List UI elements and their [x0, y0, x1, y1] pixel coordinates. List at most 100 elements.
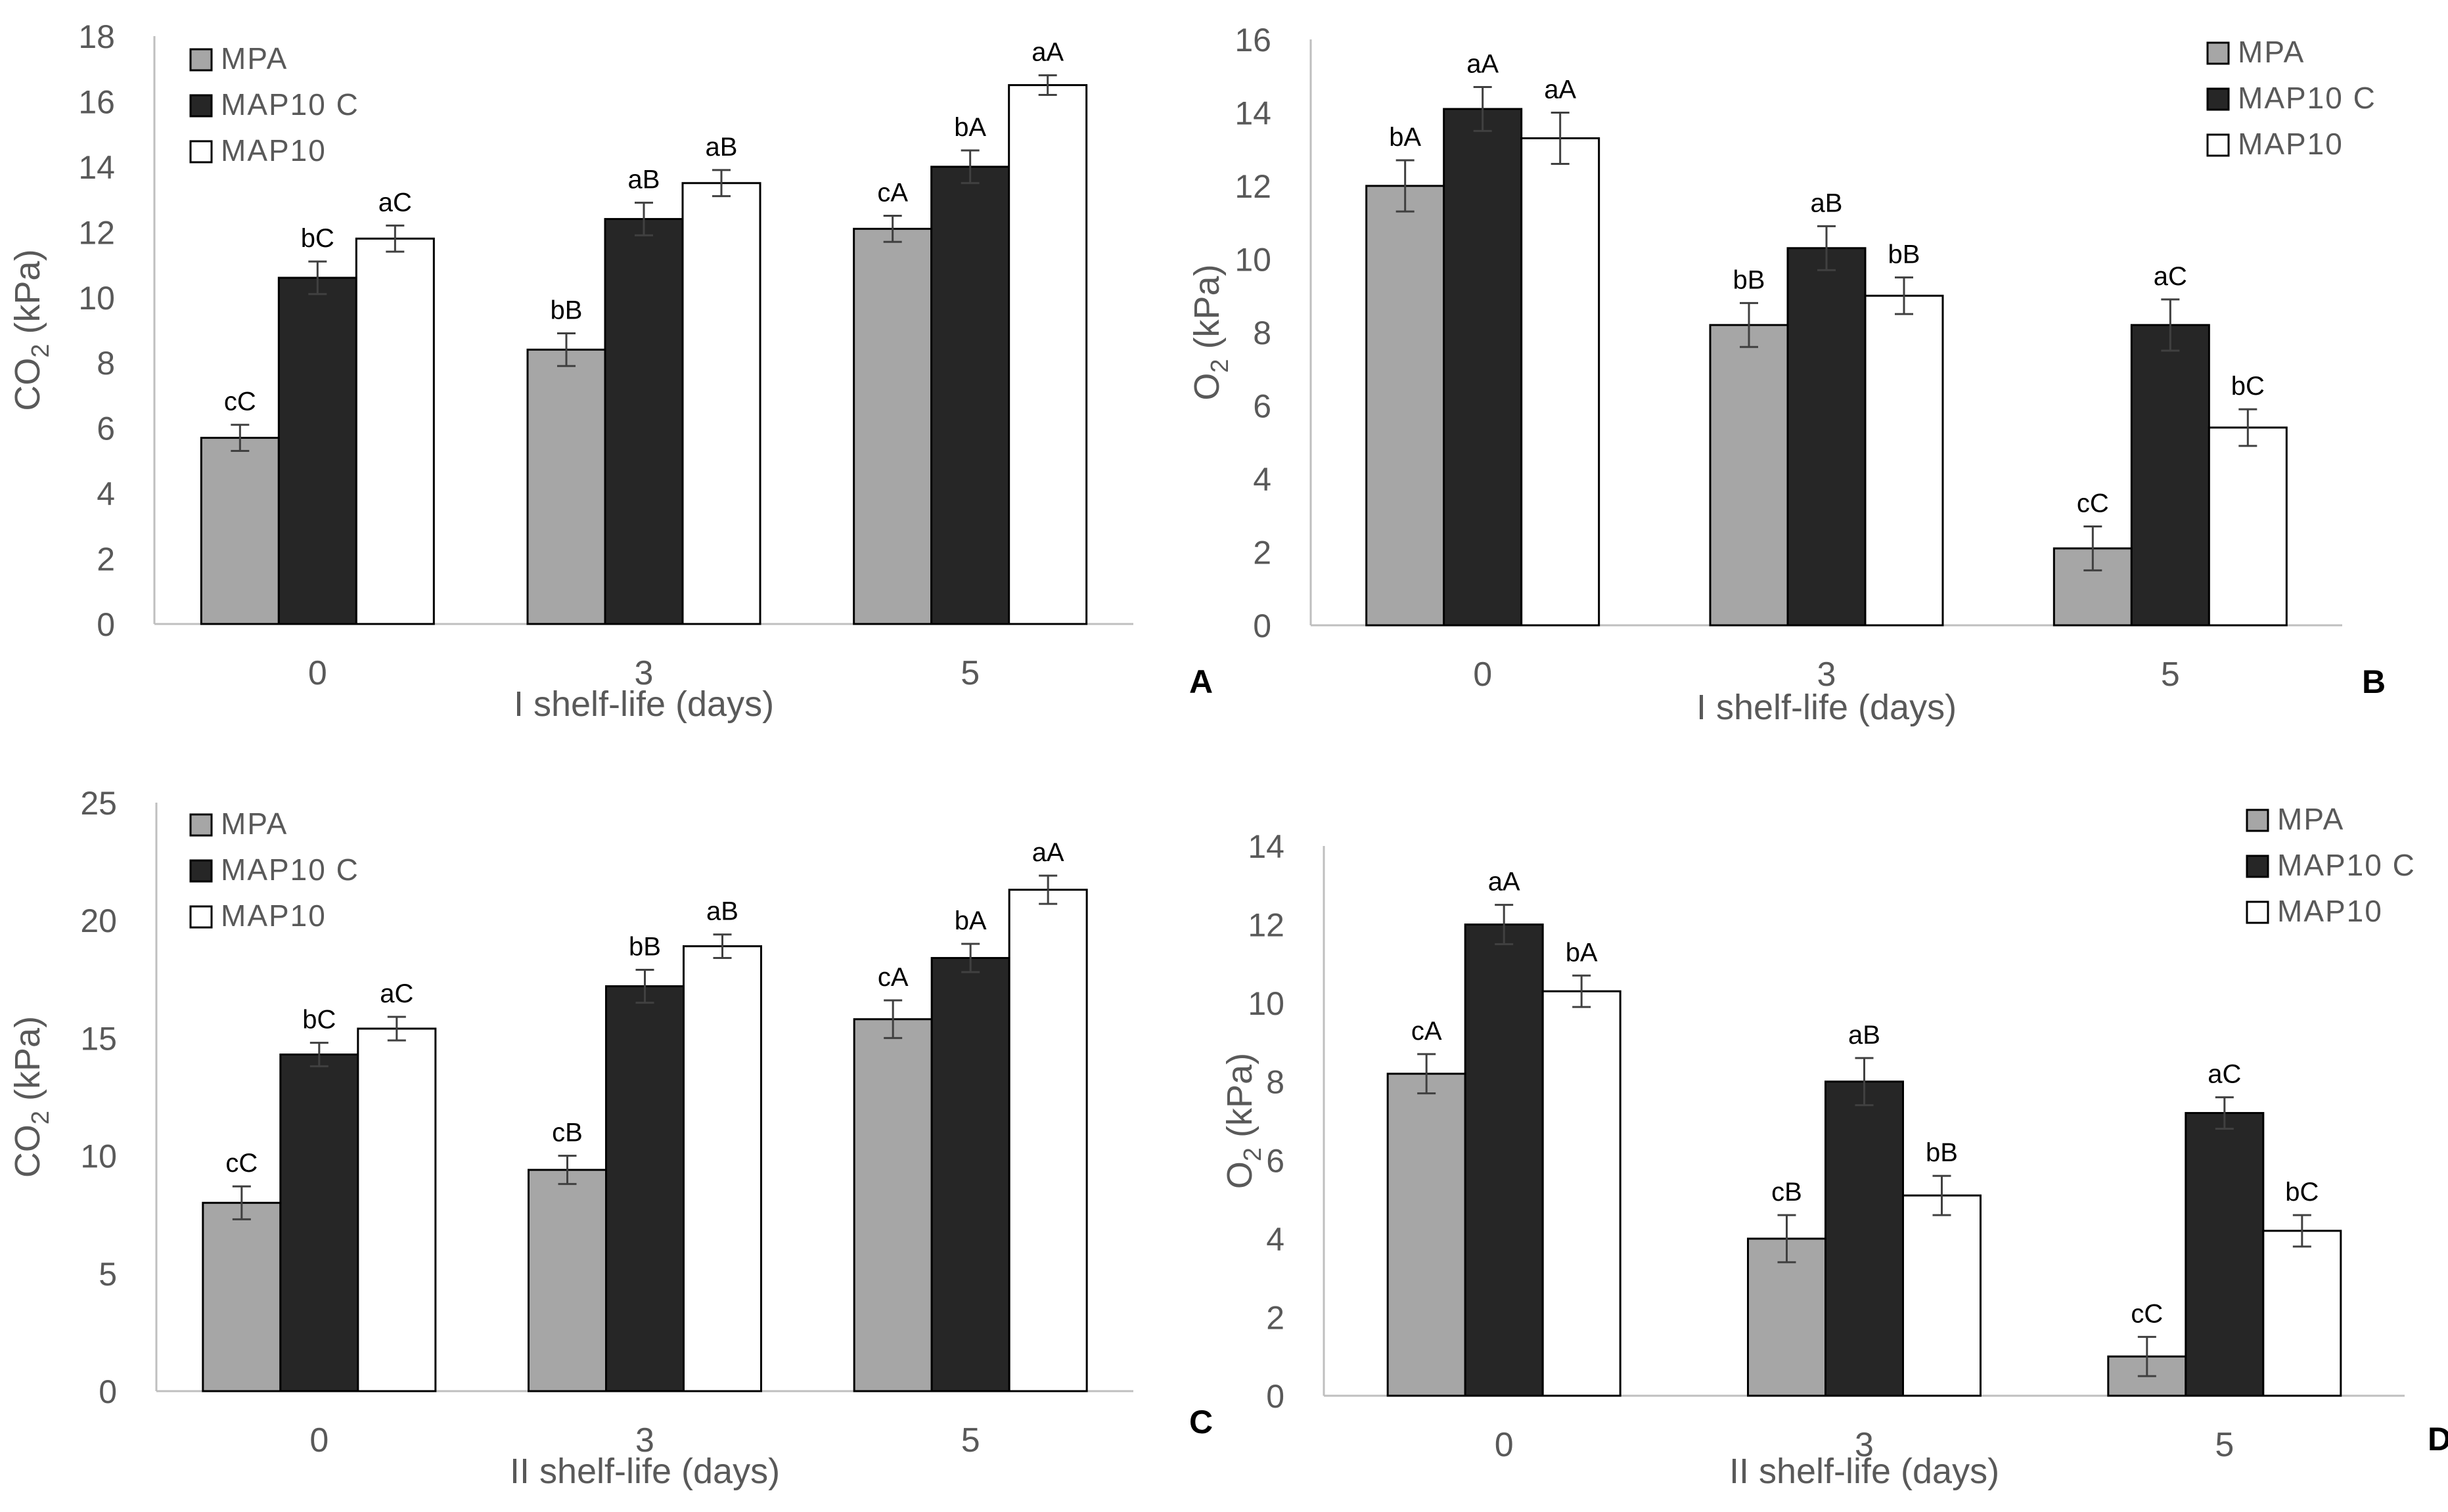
bar-map10-day-5	[1008, 84, 1088, 625]
x-axis-title: I shelf-life (days)	[514, 684, 774, 724]
y-axis-title-unit: (kPa)	[1187, 264, 1227, 359]
data-label: bB	[551, 296, 583, 324]
bar-map10-c-day-3	[1786, 247, 1867, 627]
y-tick-label: 4	[1253, 461, 1271, 498]
bar-map10-c-day-5	[930, 166, 1010, 625]
data-label: bC	[301, 224, 334, 253]
legend-swatch-mpa	[2246, 809, 2269, 832]
panel-letter: A	[1189, 663, 1213, 700]
legend-swatch-mpa	[189, 813, 213, 837]
panel-letter: B	[2362, 663, 2386, 700]
bar-map10-day-5	[2208, 426, 2288, 627]
data-label: aB	[628, 166, 660, 194]
legend-label: MPA	[2277, 802, 2344, 836]
x-tick-label: 5	[961, 654, 980, 692]
data-label: bB	[1926, 1138, 1958, 1167]
data-label: bC	[302, 1006, 336, 1034]
bar-map10-day-0	[1520, 137, 1600, 627]
bar-mpa-day-0	[1386, 1073, 1466, 1397]
data-label: aC	[380, 979, 413, 1008]
legend-label: MPA	[2238, 35, 2305, 69]
chart-panel-d: 0 2 4 6 8 10 12 14 cA aA bA 0 cB aB bB 3 cC aC bC 5 II shelf…	[1220, 802, 2448, 1491]
data-label: bC	[2231, 372, 2265, 401]
bar-map10-day-3	[681, 182, 761, 625]
y-tick-label: 0	[1253, 608, 1271, 644]
data-label: aA	[1466, 49, 1499, 78]
x-tick-label: 5	[2161, 656, 2180, 694]
legend-swatch-map10	[189, 905, 213, 929]
y-axis-title-subscript: 2	[1239, 1147, 1267, 1161]
y-axis-title-unit: (kPa)	[1220, 1053, 1259, 1147]
legend-swatch-mpa	[189, 48, 213, 72]
legend-label: MAP10	[2277, 894, 2383, 928]
data-label: bA	[1566, 938, 1598, 967]
panel-letter: D	[2428, 1421, 2448, 1457]
bar-map10-day-3	[1902, 1194, 1982, 1397]
legend: MPA MAP10 C MAP10	[189, 807, 358, 933]
x-tick-label: 5	[961, 1421, 980, 1459]
legend-label: MAP10	[221, 899, 327, 933]
data-label: aC	[2154, 262, 2187, 291]
y-tick-label: 14	[1248, 828, 1284, 865]
legend-swatch-map10-c	[189, 94, 213, 118]
chart-panel-c: 0 5 10 15 20 25 cC bC aC 0 cB bB aB 3 cA bA aA 5 II shelf-…	[8, 785, 1213, 1491]
legend-label: MAP10 C	[2277, 848, 2416, 882]
y-axis-title-subscript: 2	[1206, 359, 1234, 372]
x-tick-label: 3	[1855, 1426, 1874, 1464]
y-tick-label: 8	[1253, 315, 1271, 351]
y-tick-label: 0	[99, 1373, 117, 1410]
y-tick-label: 2	[1253, 535, 1271, 571]
bar-map10-c-day-0	[279, 1053, 359, 1392]
bar-map10-c-day-3	[1825, 1080, 1904, 1397]
x-axis-title: II shelf-life (days)	[510, 1452, 780, 1491]
y-tick-label: 5	[99, 1256, 117, 1293]
data-label: aB	[1848, 1021, 1880, 1050]
bar-mpa-day-3	[526, 348, 606, 625]
y-tick-label: 4	[97, 476, 115, 512]
y-tick-label: 0	[1266, 1378, 1284, 1415]
y-axis-title-subscript: 2	[27, 344, 55, 357]
bar-map10-day-0	[1541, 990, 1621, 1397]
y-tick-label: 18	[78, 18, 115, 55]
data-label: aA	[1032, 838, 1064, 867]
bar-map10-day-3	[683, 945, 762, 1392]
y-axis-title: O2 (kPa)	[1187, 264, 1234, 400]
legend: MPA MAP10 C MAP10	[189, 41, 358, 167]
bar-map10-day-3	[1864, 294, 1944, 627]
y-tick-label: 12	[1235, 168, 1271, 205]
legend-label: MAP10	[2238, 127, 2344, 161]
y-tick-label: 6	[97, 411, 115, 447]
y-tick-label: 4	[1266, 1221, 1284, 1258]
x-tick-label: 0	[1495, 1426, 1514, 1464]
x-tick-label: 0	[309, 1421, 329, 1459]
bar-map10-c-day-3	[604, 217, 684, 625]
data-label: cC	[2077, 489, 2109, 518]
x-tick-label: 3	[635, 1421, 654, 1459]
bar-mpa-day-0	[1365, 185, 1445, 627]
y-tick-label: 8	[1266, 1064, 1284, 1101]
data-label: cB	[552, 1119, 583, 1147]
y-axis-title-unit: (kPa)	[8, 249, 47, 344]
bar-map10-day-0	[355, 237, 435, 625]
data-label: bA	[1389, 123, 1421, 152]
y-tick-label: 16	[78, 83, 115, 120]
bar-map10-c-day-5	[930, 957, 1010, 1392]
data-label: aB	[706, 133, 738, 162]
data-label: bB	[1888, 240, 1920, 269]
y-tick-label: 2	[97, 541, 115, 578]
legend-label: MPA	[221, 41, 288, 76]
y-axis-title-unit: (kPa)	[8, 1016, 47, 1111]
legend: MPA MAP10 C MAP10	[2246, 802, 2416, 928]
y-tick-label: 6	[1253, 388, 1271, 425]
chart-panel-b: 0 2 4 6 8 10 12 14 16 bA aA aA 0 bB aB bB 3 cC aC bC 5 I shel…	[1187, 22, 2386, 727]
panel-letter: C	[1189, 1404, 1213, 1440]
bar-map10-c-day-5	[2185, 1112, 2265, 1397]
x-axis-title: I shelf-life (days)	[1696, 688, 1957, 727]
y-axis-title-main: O	[1220, 1161, 1259, 1189]
y-tick-label: 15	[80, 1020, 117, 1057]
y-tick-label: 10	[78, 280, 115, 317]
data-label: bB	[629, 932, 661, 961]
legend-swatch-map10-c	[2206, 87, 2230, 111]
y-tick-label: 12	[78, 214, 115, 251]
